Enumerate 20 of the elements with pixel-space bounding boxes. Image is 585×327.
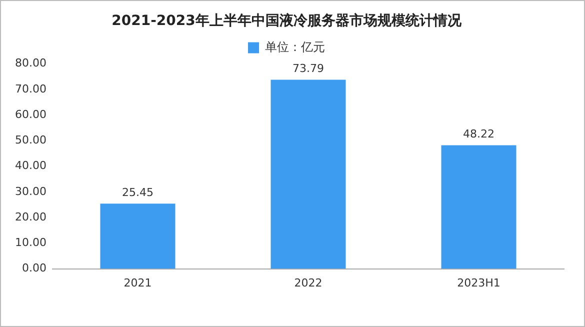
y-tick-label: 70.00 [14, 82, 46, 96]
data-label: 25.45 [122, 186, 154, 199]
x-tick-label: 2022 [294, 276, 322, 290]
y-tick-label: 30.00 [14, 184, 46, 198]
y-tick-label: 60.00 [14, 108, 46, 121]
y-tick-label: 20.00 [14, 210, 46, 224]
data-label: 48.22 [463, 128, 494, 141]
x-tick-label: 2021 [124, 276, 152, 290]
y-tick-label: 0.00 [22, 262, 46, 275]
y-tick-label: 40.00 [14, 159, 46, 172]
y-tick-label: 80.00 [14, 56, 46, 70]
data-label: 73.79 [292, 62, 324, 76]
bar [441, 145, 516, 269]
chart-title: 2021-2023年上半年中国液冷服务器市场规模统计情况 [112, 12, 462, 30]
legend-label: 单位：亿元 [265, 40, 325, 54]
x-tick-label: 2023H1 [457, 276, 500, 290]
y-tick-label: 10.00 [14, 236, 46, 250]
y-tick-label: 50.00 [14, 134, 46, 147]
bar [270, 80, 346, 269]
bar [100, 204, 176, 269]
